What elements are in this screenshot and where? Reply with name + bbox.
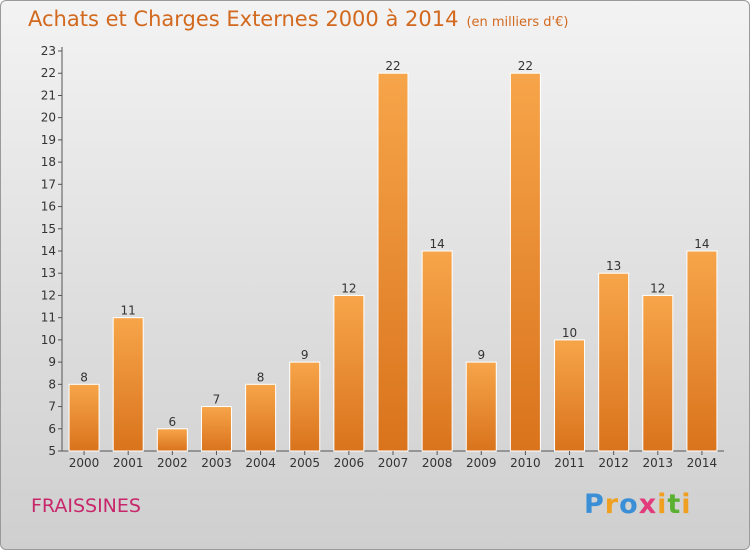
- y-tick-label: 15: [41, 222, 56, 236]
- x-tick-label: 2012: [598, 456, 629, 470]
- y-tick-label: 16: [41, 200, 56, 214]
- bar: [686, 250, 718, 452]
- data-label: 6: [169, 415, 177, 429]
- place-name: FRAISSINES: [31, 495, 141, 517]
- data-label: 10: [562, 326, 577, 340]
- y-tick-label: 7: [48, 400, 56, 414]
- y-tick-label: 18: [41, 155, 56, 169]
- data-label: 11: [121, 304, 136, 318]
- bar: [465, 361, 497, 452]
- y-tick-label: 12: [41, 288, 56, 302]
- logo-letter: i: [657, 489, 668, 520]
- x-tick-label: 2004: [245, 456, 276, 470]
- bar: [509, 72, 541, 452]
- logo-letter: r: [604, 489, 620, 520]
- data-label: 9: [301, 348, 309, 362]
- bar: [68, 383, 100, 452]
- y-tick-label: 11: [41, 311, 56, 325]
- x-tick-label: 2001: [113, 456, 144, 470]
- x-tick-label: 2007: [378, 456, 409, 470]
- data-label: 9: [477, 348, 485, 362]
- x-tick-label: 2003: [201, 456, 232, 470]
- logo-letter: o: [619, 489, 639, 520]
- x-tick-label: 2009: [466, 456, 497, 470]
- x-tick-label: 2000: [69, 456, 100, 470]
- bar: [377, 72, 409, 452]
- data-label: 8: [257, 370, 265, 384]
- title-text: Achats et Charges Externes 2000 à 2014: [28, 7, 459, 31]
- data-label: 7: [213, 393, 221, 407]
- y-tick-label: 8: [48, 377, 56, 391]
- y-tick-label: 19: [41, 133, 56, 147]
- x-tick-label: 2010: [510, 456, 541, 470]
- data-label: 22: [385, 59, 400, 73]
- bar: [245, 383, 277, 452]
- y-tick-label: 6: [48, 422, 56, 436]
- y-tick-label: 23: [41, 44, 56, 58]
- bar: [289, 361, 321, 452]
- y-tick-label: 14: [41, 244, 56, 258]
- data-label: 12: [341, 281, 356, 295]
- logo-letter: t: [667, 489, 682, 520]
- bar: [112, 317, 144, 452]
- bar: [642, 294, 674, 452]
- x-tick-label: 2006: [334, 456, 365, 470]
- data-label: 12: [650, 281, 665, 295]
- data-label: 14: [429, 237, 444, 251]
- x-tick-label: 2005: [289, 456, 320, 470]
- x-tick-label: 2008: [422, 456, 453, 470]
- y-tick-label: 22: [41, 66, 56, 80]
- data-label: 22: [518, 59, 533, 73]
- bar: [421, 250, 453, 452]
- bar: [333, 294, 365, 452]
- bar: [156, 428, 188, 452]
- data-label: 13: [606, 259, 621, 273]
- x-tick-label: 2002: [157, 456, 188, 470]
- y-tick-label: 9: [48, 355, 56, 369]
- y-tick-label: 21: [41, 88, 56, 102]
- chart-subtitle: (en milliers d'€): [466, 15, 569, 30]
- logo-letter: P: [584, 489, 605, 520]
- data-label: 14: [694, 237, 709, 251]
- y-tick-label: 13: [41, 266, 56, 280]
- x-tick-label: 2011: [554, 456, 585, 470]
- proxiti-logo[interactable]: Proxiti: [584, 489, 692, 520]
- y-tick-label: 17: [41, 177, 56, 191]
- bar: [554, 339, 586, 452]
- logo-letter: x: [638, 489, 658, 520]
- y-tick-label: 5: [48, 444, 56, 458]
- chart-title: Achats et Charges Externes 2000 à 2014 (e…: [28, 7, 568, 31]
- y-tick-label: 20: [41, 111, 56, 125]
- bar: [598, 272, 630, 452]
- data-label: 8: [80, 370, 88, 384]
- y-tick-label: 10: [41, 333, 56, 347]
- bar: [200, 406, 232, 452]
- x-tick-label: 2014: [687, 456, 718, 470]
- logo-letter: i: [681, 489, 692, 520]
- x-tick-label: 2013: [643, 456, 674, 470]
